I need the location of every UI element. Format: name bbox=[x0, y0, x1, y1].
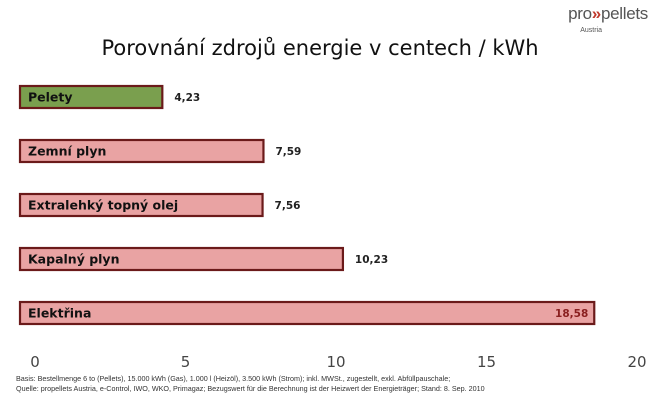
bar bbox=[18, 300, 596, 326]
bar bbox=[18, 84, 164, 110]
x-tick-label: 15 bbox=[477, 353, 496, 371]
bar bbox=[18, 192, 264, 218]
data-label: 4,23 bbox=[174, 92, 200, 104]
bar bbox=[18, 138, 265, 164]
logo-prefix: pro bbox=[568, 4, 592, 23]
brand-logo: pro»pellets bbox=[568, 4, 648, 24]
x-tick-label: 10 bbox=[326, 353, 345, 371]
bar bbox=[18, 246, 345, 272]
footnotes: Basis: Bestellmenge 6 to (Pellets), 15.0… bbox=[16, 374, 485, 394]
bar-category-label: Elektřina bbox=[28, 306, 91, 321]
x-tick-label: 5 bbox=[181, 353, 191, 371]
footnote-source: Quelle: propellets Austria, e-Control, I… bbox=[16, 384, 485, 393]
chart-title: Porovnání zdrojů energie v centech / kWh bbox=[101, 36, 539, 60]
footnote-basis: Basis: Bestellmenge 6 to (Pellets), 15.0… bbox=[16, 374, 451, 383]
x-tick-label: 0 bbox=[30, 353, 40, 371]
data-label: 10,23 bbox=[355, 254, 388, 266]
x-tick-label: 20 bbox=[627, 353, 646, 371]
bar-category-label: Kapalný plyn bbox=[28, 252, 119, 267]
bar-category-label: Extralehký topný olej bbox=[28, 198, 178, 213]
data-label: 7,56 bbox=[275, 200, 301, 212]
logo-arrows: » bbox=[591, 4, 601, 23]
logo-suffix: pellets bbox=[600, 4, 648, 23]
bar-category-label: Zemní plyn bbox=[28, 144, 106, 159]
data-label: 18,58 bbox=[555, 308, 588, 320]
data-label: 7,59 bbox=[275, 146, 301, 158]
logo-subtitle: Austria bbox=[580, 27, 602, 34]
bar-category-label: Pelety bbox=[28, 90, 73, 105]
